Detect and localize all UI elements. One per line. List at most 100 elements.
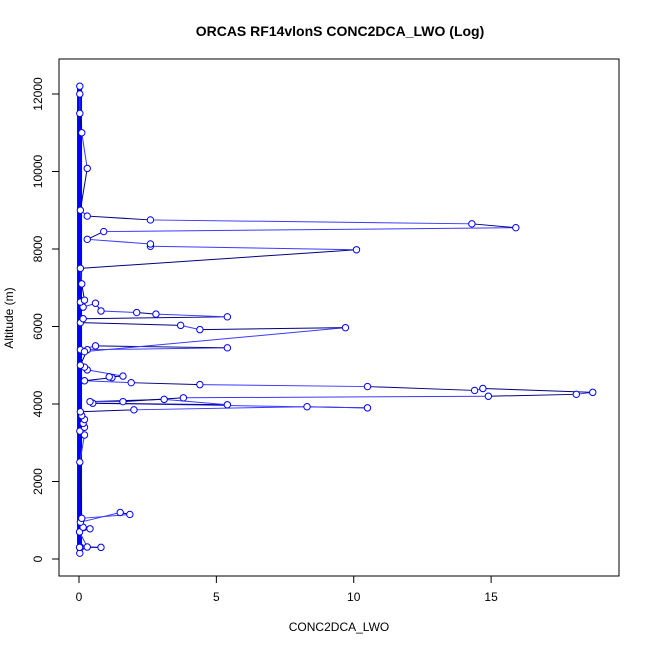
series-line-segment [183,395,489,399]
data-point [512,223,520,232]
series-line-segment [84,327,346,353]
data-point [223,344,232,352]
series-line-segment [122,397,184,403]
data-point [152,310,160,318]
series-line-segment [100,310,137,314]
chart-title: ORCAS RF14vlonS CONC2DCA_LWO (Log) [196,23,485,39]
series-line-segment [83,316,228,320]
data-point [105,373,113,381]
data-point [303,403,311,411]
data-point [76,361,85,369]
data-point [76,408,85,416]
data-point [196,380,204,389]
data-point [363,382,372,391]
data-point [80,347,89,356]
data-point [80,431,89,439]
data-point [76,109,84,118]
data-point [83,235,91,244]
data-series [75,82,597,557]
y-tick-label: 4000 [31,390,45,417]
data-point [116,508,124,517]
data-point [76,82,84,90]
series-line-segment [164,398,228,406]
y-axis-label: Altitude (m) [2,287,16,348]
series-line-segment [199,327,346,331]
series-line-segment [81,132,88,169]
series-line-segment [79,434,85,463]
series-line-segment [488,393,577,397]
series-line-segment [80,249,357,269]
y-tick-label: 0 [31,555,45,562]
y-tick-label: 10000 [31,154,45,188]
data-point [79,315,87,323]
data-point [83,543,91,551]
series-line-segment [133,406,308,411]
data-point [160,395,168,404]
data-point [146,240,155,248]
y-tick-label: 6000 [31,313,45,340]
series-line-segment [84,380,132,384]
data-point [470,386,479,395]
data-point [78,129,86,137]
data-point [223,313,232,321]
data-point [80,377,89,385]
data-point [83,164,91,173]
data-point [126,510,134,519]
data-point [363,404,372,412]
series-line-segment [103,227,516,233]
data-point [132,308,141,317]
data-point [223,401,232,409]
series-line-segment [80,322,181,326]
series-line-segment [155,313,228,318]
series-line-segment [471,223,516,229]
data-point [468,220,476,228]
data-point [130,406,138,414]
x-tick-label: 15 [484,590,498,604]
series-line-segment [87,238,151,245]
data-point [78,280,86,288]
data-point [484,392,493,400]
data-point [119,372,127,380]
data-point [100,227,108,236]
data-point [572,390,580,399]
series-line-segment [87,215,151,221]
x-tick-label: 5 [213,590,220,604]
data-point [76,427,84,435]
data-point [76,264,85,273]
data-point [146,216,155,224]
data-point [86,525,94,533]
data-point [80,296,89,304]
data-point [127,378,135,387]
x-tick-label: 0 [76,590,83,604]
data-point [76,458,84,466]
series-line-segment [80,512,121,523]
series-line-segment [150,219,472,225]
data-point [76,206,85,214]
data-point [179,394,188,402]
data-point [83,212,91,220]
data-point [119,397,127,406]
y-tick-label: 8000 [31,235,45,262]
x-tick-label: 10 [347,590,361,604]
data-point [97,307,105,315]
x-axis: 0 5 10 15 [76,575,498,604]
y-axis: 0 2000 4000 6000 8000 10000 12000 [31,77,60,562]
series-line-segment [131,382,200,386]
data-point [589,388,597,397]
series-line-segment [92,402,228,406]
data-point [176,321,185,330]
data-point [75,543,84,552]
x-axis-label: CONC2DCA_LWO [289,620,389,634]
data-point [341,323,350,332]
data-point [86,397,94,406]
series-line-segment [79,168,88,211]
y-tick-label: 12000 [31,77,45,111]
series-line-segment [150,245,357,251]
series-line-segment [95,345,228,349]
series-line-segment [87,369,124,377]
series-line-segment [199,384,368,388]
data-point [76,90,84,98]
data-point [97,543,105,552]
data-point [91,342,100,350]
